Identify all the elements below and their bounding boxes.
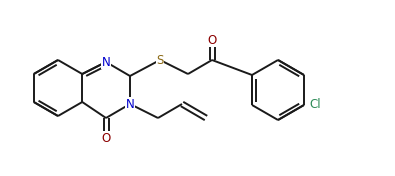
Text: N: N (126, 98, 134, 111)
Text: O: O (102, 131, 111, 144)
Text: O: O (207, 33, 216, 46)
Text: N: N (102, 55, 110, 68)
Text: S: S (156, 54, 164, 67)
Text: Cl: Cl (309, 99, 321, 112)
